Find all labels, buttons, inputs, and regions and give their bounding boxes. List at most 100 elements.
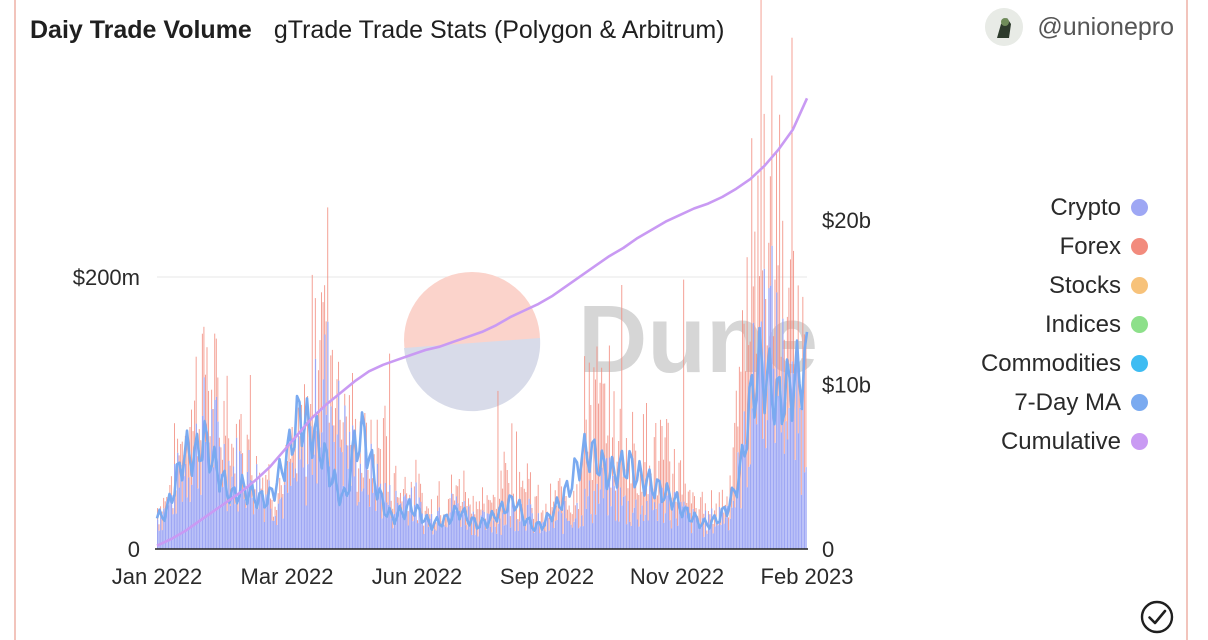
- bar-crypto: [789, 397, 792, 549]
- legend-item-cumulative[interactable]: Cumulative: [981, 422, 1148, 461]
- bar-forex: [331, 349, 333, 426]
- bar-crypto: [559, 509, 561, 549]
- bar-crypto: [629, 521, 631, 549]
- bar-crypto: [407, 525, 409, 549]
- bar-forex: [321, 292, 322, 433]
- bar-crypto: [174, 463, 176, 549]
- bar-forex: [389, 353, 391, 485]
- check-circle-icon[interactable]: [1140, 600, 1174, 634]
- bar-crypto: [389, 485, 391, 549]
- bar-crypto: [356, 505, 358, 549]
- bar-forex: [557, 480, 559, 512]
- bar-crypto: [735, 489, 738, 549]
- bar-forex: [570, 512, 572, 525]
- bar-forex: [407, 511, 409, 526]
- bar-crypto: [212, 467, 214, 549]
- bar-forex: [194, 400, 196, 444]
- bar-crypto: [181, 501, 184, 549]
- bar-forex: [204, 374, 206, 442]
- legend-item-forex[interactable]: Forex: [981, 227, 1148, 266]
- bar-forex: [266, 479, 268, 503]
- bar-forex: [290, 458, 292, 486]
- bar-crypto: [500, 534, 502, 549]
- bar-crypto: [169, 492, 171, 549]
- bar-crypto: [547, 515, 549, 549]
- bar-forex: [757, 175, 759, 371]
- bar-forex: [653, 437, 655, 503]
- bar-forex: [248, 439, 250, 450]
- bar-crypto: [302, 467, 304, 549]
- bar-crypto: [170, 495, 173, 549]
- bar-forex: [435, 522, 437, 531]
- bar-crypto: [508, 500, 510, 549]
- bar-forex: [161, 511, 163, 531]
- bar-forex: [375, 489, 377, 511]
- bar-crypto: [659, 488, 662, 549]
- bar-crypto: [471, 535, 473, 549]
- bar-crypto: [333, 441, 335, 549]
- legend-item-indices[interactable]: Indices: [981, 305, 1148, 344]
- bar-forex: [279, 477, 281, 500]
- bar-crypto: [743, 411, 745, 549]
- bar-crypto: [602, 498, 604, 549]
- bar-crypto: [717, 525, 719, 549]
- bar-crypto: [461, 514, 464, 549]
- bar-crypto: [464, 525, 467, 549]
- bar-forex: [395, 465, 397, 491]
- author-badge[interactable]: @unionepro: [985, 8, 1174, 46]
- legend-item-commodities[interactable]: Commodities: [981, 344, 1148, 383]
- bar-crypto: [382, 502, 385, 549]
- bar-crypto: [780, 432, 782, 549]
- line-cumulative: [156, 97, 809, 547]
- bar-crypto: [593, 490, 595, 549]
- bar-crypto: [564, 501, 566, 549]
- bar-crypto: [218, 446, 221, 549]
- legend-item-7-day-ma[interactable]: 7-Day MA: [981, 383, 1148, 422]
- bar-forex: [723, 512, 725, 524]
- legend-item-crypto[interactable]: Crypto: [981, 188, 1148, 227]
- bar-forex: [387, 491, 389, 505]
- bar-forex: [457, 486, 459, 504]
- bar-crypto: [769, 285, 772, 549]
- bar-crypto: [370, 443, 372, 549]
- bar-forex: [451, 474, 452, 494]
- bar-forex: [237, 501, 239, 512]
- bar-crypto: [729, 518, 731, 549]
- bar-forex: [605, 443, 607, 459]
- bar-crypto: [347, 468, 349, 549]
- bar-forex: [573, 490, 575, 522]
- y-right-tick: 0: [822, 537, 834, 562]
- bar-crypto: [310, 426, 312, 549]
- bar-forex: [509, 516, 511, 528]
- bar-crypto: [553, 528, 555, 549]
- bar-crypto: [390, 518, 392, 549]
- chart-header: Daiy Trade Volume gTrade Trade Stats (Po…: [30, 10, 725, 50]
- bar-forex: [455, 485, 457, 497]
- bar-forex: [556, 505, 558, 520]
- bar-crypto: [517, 530, 519, 549]
- bar-crypto: [449, 512, 451, 549]
- bar-forex: [386, 436, 387, 503]
- bar-crypto: [738, 460, 741, 549]
- bar-forex: [630, 483, 632, 526]
- bar-crypto: [214, 400, 216, 549]
- bar-forex: [779, 114, 781, 386]
- bar-crypto: [565, 518, 567, 549]
- y-left-tick: 0: [128, 537, 140, 562]
- bar-crypto: [344, 405, 346, 549]
- avatar-icon: [985, 8, 1024, 46]
- bar-forex: [581, 460, 582, 516]
- bar-crypto: [701, 518, 704, 549]
- bar-crypto: [164, 519, 166, 549]
- bar-forex: [598, 403, 600, 504]
- bar-crypto: [369, 506, 371, 549]
- bar-crypto: [437, 511, 439, 549]
- bar-forex: [638, 495, 640, 527]
- bar-crypto: [557, 511, 560, 549]
- bar-forex: [663, 459, 665, 523]
- legend-item-stocks[interactable]: Stocks: [981, 266, 1148, 305]
- bar-forex: [641, 491, 643, 506]
- bar-crypto: [209, 466, 211, 549]
- bar-crypto: [794, 459, 796, 549]
